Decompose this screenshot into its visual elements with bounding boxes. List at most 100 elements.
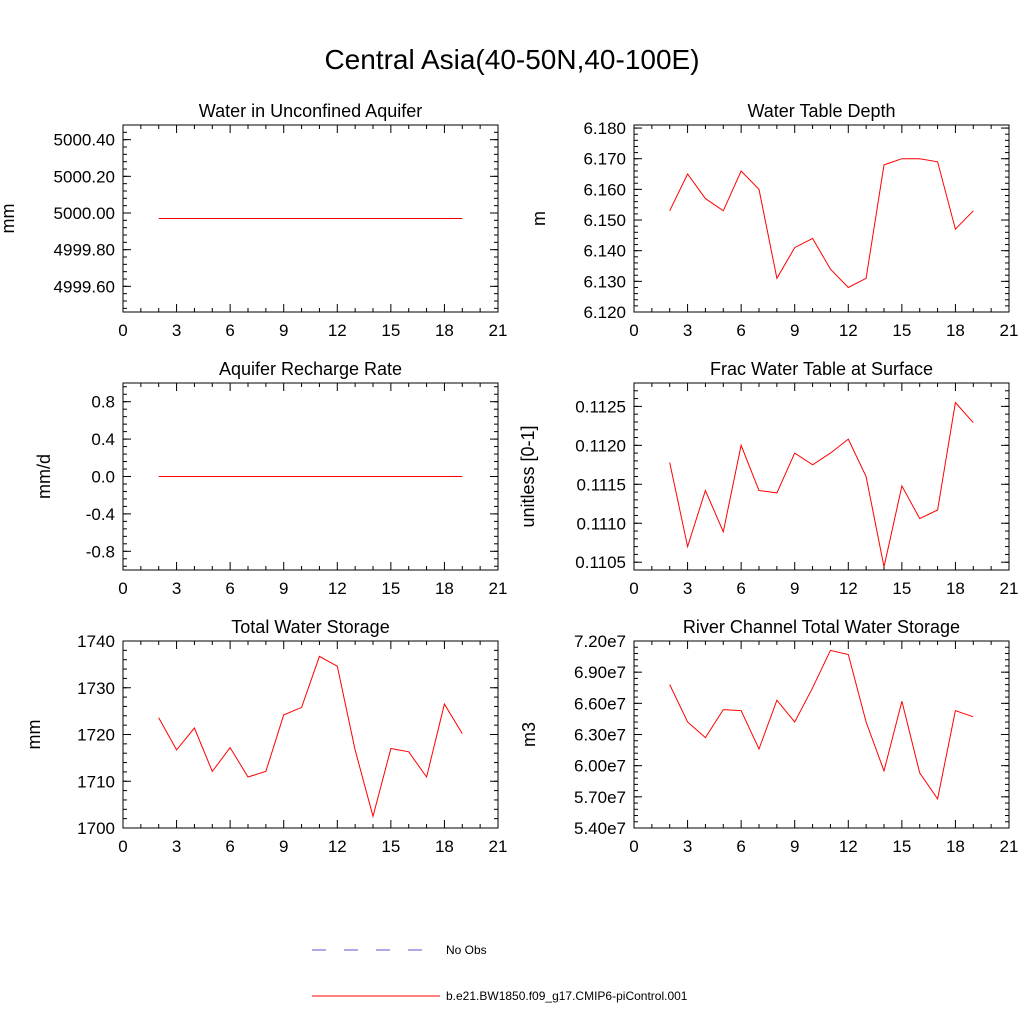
y-tick-label: -0.8 [86,542,115,561]
chart-panel-4: Frac Water Table at Surface unitless [0-1… [518,359,1018,598]
x-tick-label: 12 [839,837,858,856]
y-tick-label: 7.20e7 [574,632,626,651]
x-tick-label: 3 [172,579,181,598]
y-tick-label: 6.170 [583,150,626,169]
y-tick-label: 6.140 [583,242,626,261]
x-tick-label: 15 [381,321,400,340]
panel-title: Water Table Depth [747,101,895,121]
x-tick-label: 3 [172,321,181,340]
series-line [669,649,974,801]
y-tick-label: 0.4 [91,430,115,449]
x-tick-label: 12 [328,837,347,856]
y-tick-label: -0.4 [86,505,115,524]
x-tick-label: 9 [279,579,288,598]
x-tick-label: 12 [839,579,858,598]
x-tick-label: 0 [629,837,638,856]
x-tick-label: 21 [1000,321,1019,340]
x-tick-label: 18 [946,837,965,856]
panel-title: Frac Water Table at Surface [710,359,933,379]
y-tick-label: 6.120 [583,303,626,322]
x-tick-label: 3 [683,837,692,856]
legend-label-no-obs: No Obs [446,943,487,957]
x-tick-label: 18 [946,579,965,598]
y-tick-label: 0.0 [91,468,115,487]
x-tick-label: 6 [225,837,234,856]
y-axis-label: m [529,211,549,226]
y-tick-label: 6.130 [583,272,626,291]
x-tick-label: 0 [118,837,127,856]
y-tick-label: 1730 [77,679,115,698]
y-tick-label: 0.1120 [575,436,626,455]
y-tick-label: 1710 [77,772,115,791]
legend-label-model: b.e21.BW1850.f09_g17.CMIP6-piControl.001 [446,989,688,1003]
x-tick-label: 0 [629,321,638,340]
y-tick-label: 5.40e7 [574,819,626,838]
plot-frame [122,124,499,313]
y-axis-label: mm/d [34,454,54,499]
panel-title: Water in Unconfined Aquifer [199,101,422,121]
x-tick-label: 15 [892,837,911,856]
series-line [669,158,974,289]
chart-panel-6: River Channel Total Water Storage m3 0 3 6 9 1… [519,617,1018,856]
y-tick-label: 1740 [77,632,115,651]
y-tick-label: 5000.40 [54,131,115,150]
y-tick-label: 6.00e7 [574,757,626,776]
x-tick-label: 12 [328,579,347,598]
y-axis-label: mm [24,720,44,750]
x-tick-label: 12 [839,321,858,340]
x-tick-label: 21 [1000,837,1019,856]
x-tick-label: 6 [736,579,745,598]
x-tick-label: 0 [118,321,127,340]
chart-panel-1: Water in Unconfined Aquifer mm 0 3 6 9 12 15 18 2… [0,101,507,340]
x-tick-label: 3 [172,837,181,856]
y-tick-label: 6.60e7 [574,694,626,713]
figure-title: Central Asia(40-50N,40-100E) [324,44,700,75]
x-tick-label: 15 [381,579,400,598]
plot-frame [633,382,1010,571]
x-tick-label: 3 [683,321,692,340]
y-tick-label: 5000.20 [54,167,115,186]
y-tick-label: 0.1110 [577,514,626,533]
series-line [669,401,974,568]
plot-frame [633,124,1010,313]
y-tick-label: 6.180 [583,119,626,138]
x-tick-label: 18 [946,321,965,340]
chart-panel-3: Aquifer Recharge Rate mm/d 0 3 6 9 12 15 18 21 0.8… [34,359,507,598]
y-axis-label: mm [0,204,18,234]
y-tick-label: 1700 [77,819,115,838]
x-tick-label: 6 [736,837,745,856]
chart-panel-5: Total Water Storage mm 0 3 6 9 12 15 18 21 1740 173… [24,617,507,856]
y-tick-label: 4999.80 [54,241,115,260]
x-tick-label: 0 [118,579,127,598]
y-tick-label: 0.8 [91,393,115,412]
panel-title: River Channel Total Water Storage [683,617,960,637]
panel-title: Total Water Storage [231,617,389,637]
x-tick-label: 15 [892,579,911,598]
x-tick-label: 21 [489,579,508,598]
chart-panel-2: Water Table Depth m 0 3 6 9 12 15 18 21 6.180 6.170… [529,101,1018,340]
x-tick-label: 18 [435,837,454,856]
panel-title: Aquifer Recharge Rate [219,359,402,379]
y-tick-label: 0.1125 [575,397,626,416]
x-tick-label: 18 [435,321,454,340]
y-tick-label: 5.70e7 [574,788,626,807]
plot-frame [122,640,499,829]
y-tick-label: 1720 [77,726,115,745]
x-tick-label: 9 [790,837,799,856]
x-tick-label: 15 [381,837,400,856]
x-tick-label: 9 [279,321,288,340]
x-tick-label: 3 [683,579,692,598]
y-axis-label: m3 [519,722,539,747]
x-tick-label: 6 [736,321,745,340]
x-tick-label: 12 [328,321,347,340]
x-tick-label: 21 [489,837,508,856]
y-tick-label: 6.150 [583,211,626,230]
x-tick-label: 21 [1000,579,1019,598]
y-tick-label: 6.90e7 [574,663,626,682]
y-tick-label: 5000.00 [54,204,115,223]
y-axis-label: unitless [0-1] [518,425,538,527]
x-tick-label: 9 [790,579,799,598]
x-tick-label: 15 [892,321,911,340]
x-tick-label: 9 [790,321,799,340]
y-tick-label: 0.1105 [575,553,626,572]
